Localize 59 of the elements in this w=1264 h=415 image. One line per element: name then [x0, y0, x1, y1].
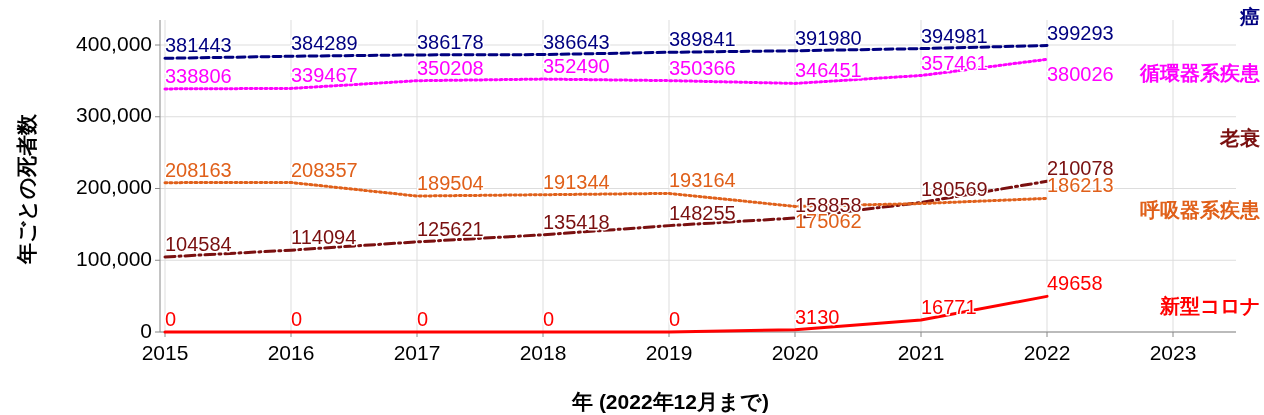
data-label: 350208	[417, 56, 484, 79]
data-label: 180569	[921, 178, 988, 201]
data-label: 114094	[291, 226, 357, 249]
x-tick-label: 2017	[393, 341, 441, 364]
data-label: 386178	[417, 30, 484, 53]
text: 老衰	[1219, 126, 1260, 149]
data-label: 208163	[165, 158, 232, 181]
data-label: 352490	[543, 55, 610, 78]
data-label: 208357	[291, 158, 358, 181]
text: 循環器系疾患	[1139, 61, 1261, 84]
data-label: 189504	[417, 172, 484, 195]
data-label: 384289	[291, 32, 358, 55]
x-tick-label: 2023	[1149, 341, 1197, 364]
data-label: 125621	[417, 217, 484, 240]
data-label: 338806	[165, 64, 232, 87]
text: 癌	[1239, 5, 1260, 28]
y-tick-label: 300,000	[76, 103, 152, 127]
text: 呼吸器系疾患	[1140, 198, 1261, 221]
data-label: 0	[543, 308, 555, 330]
x-tick-label: 2022	[1023, 341, 1071, 364]
y-tick-label: 100,000	[76, 246, 152, 270]
data-label: 357461	[921, 51, 988, 74]
y-tick-label: 200,000	[76, 175, 152, 199]
y-tick-label: 0	[140, 318, 152, 342]
data-label: 193164	[669, 169, 736, 192]
y-axis-title: 年ごとの死者数	[15, 112, 38, 265]
data-label: 386643	[543, 30, 610, 53]
data-label: 191344	[543, 170, 610, 193]
x-tick-label: 2015	[141, 341, 189, 364]
data-label: 394981	[921, 24, 988, 47]
data-label: 0	[417, 308, 429, 330]
data-label: 350366	[669, 56, 736, 79]
x-tick-label: 2020	[771, 341, 819, 364]
data-label: 346451	[795, 59, 862, 82]
line-series	[163, 57, 1049, 91]
data-label: 391980	[795, 26, 862, 49]
data-label: 186213	[1047, 174, 1114, 197]
data-label: 339467	[291, 64, 358, 87]
data-label: 0	[669, 308, 681, 330]
data-label: 399293	[1047, 21, 1114, 44]
x-tick-label: 2016	[267, 341, 315, 364]
data-label: 381443	[165, 34, 232, 57]
data-label: 104584	[165, 232, 232, 255]
data-label: 389841	[669, 28, 736, 51]
data-label: 49658	[1047, 272, 1103, 295]
data-label: 3130	[795, 305, 840, 328]
x-tick-label: 2018	[519, 341, 567, 364]
data-label: 0	[165, 308, 177, 330]
data-label: 380026	[1047, 63, 1114, 86]
data-label: 16771	[921, 295, 977, 318]
data-label: 135418	[543, 210, 610, 233]
x-axis-title: 年 (2022年12月まで)	[571, 390, 769, 413]
y-tick-label: 400,000	[76, 31, 152, 55]
x-tick-label: 2021	[897, 341, 945, 364]
x-tick-label: 2019	[645, 341, 693, 364]
data-label: 148255	[669, 201, 736, 224]
data-label: 0	[291, 308, 303, 330]
line-series	[163, 294, 1049, 334]
text: 新型コロナ	[1159, 294, 1260, 317]
